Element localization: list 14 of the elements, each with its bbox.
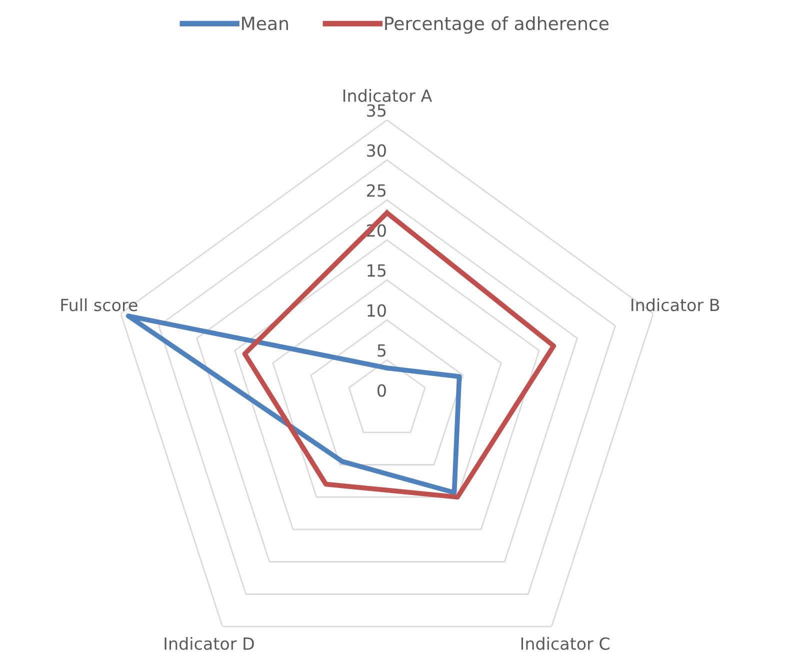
spoke-label: Indicator B [632, 298, 720, 312]
y-tick-label: 25 [367, 184, 386, 197]
y-tick-label: 35 [367, 104, 386, 117]
y-tick-label: 0 [378, 384, 386, 397]
y-tick-label: 15 [368, 264, 386, 277]
spoke-label: Indicator D [164, 637, 254, 650]
y-tick-label: 10 [368, 304, 386, 317]
y-tick-label: 30 [367, 144, 386, 157]
legend-label: Percentage of adherence [385, 16, 609, 34]
spoke-label: Full score [61, 298, 138, 312]
y-tick-label: 5 [378, 344, 386, 357]
spoke-label: Indicator A [343, 89, 432, 102]
legend-label: Mean [242, 16, 288, 30]
spoke-label: Indicator C [521, 637, 610, 650]
